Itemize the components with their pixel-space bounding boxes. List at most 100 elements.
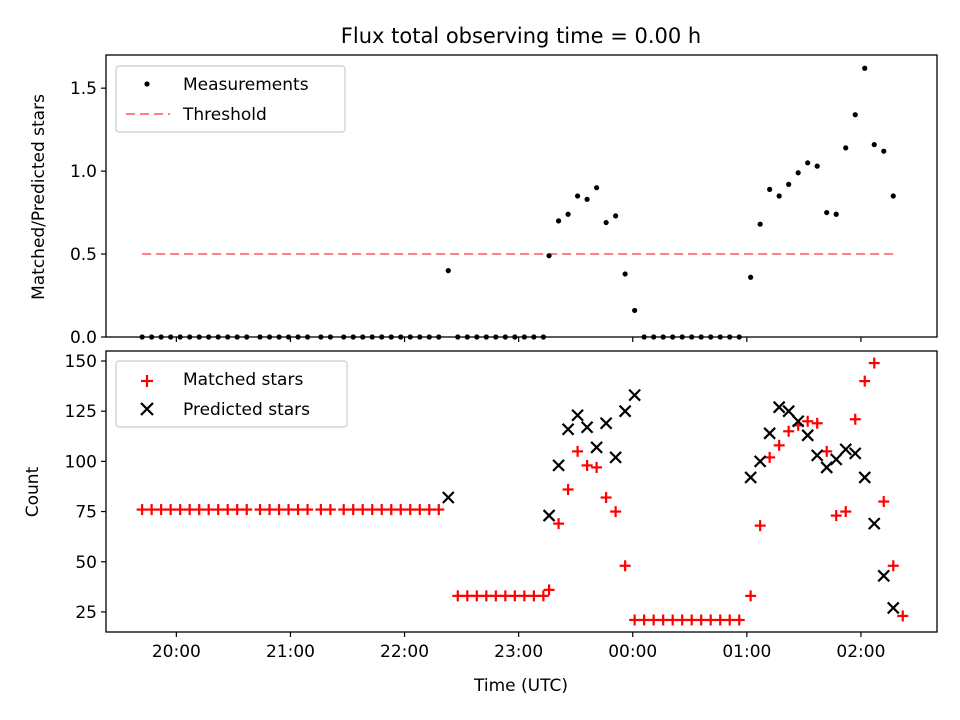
bottom-legend-box: [115, 360, 348, 428]
measurement-point: [584, 196, 590, 202]
matched-star-point: [581, 459, 593, 471]
matched-star-point: [241, 504, 253, 516]
matched-star-point: [629, 614, 641, 626]
matched-star-point: [146, 504, 158, 516]
measurement-point: [757, 221, 763, 227]
matched-star-point: [366, 504, 378, 516]
top-chart-title: Flux total observing time = 0.00 h: [341, 24, 701, 48]
top-y-tick-label: 1.5: [70, 79, 97, 99]
measurement-point: [833, 211, 839, 217]
matched-star-point: [811, 417, 823, 429]
measurement-point: [843, 145, 849, 151]
matched-star-point: [283, 504, 295, 516]
matched-star-point: [499, 590, 511, 602]
legend-measurements-label: Measurements: [183, 75, 309, 95]
matched-star-point: [357, 504, 369, 516]
bottom-x-ticks: 20:00 21:00 22:00 23:00 00:00 01:00 02:00: [152, 632, 885, 662]
bottom-y-tick-label: 25: [75, 603, 97, 623]
top-y-ticks: 0.0 0.5 1.0 1.5: [70, 79, 106, 348]
matched-star-point: [657, 614, 669, 626]
matched-star-point: [859, 375, 871, 387]
bottom-y-axis-label: Count: [23, 466, 43, 517]
predicted-star-point: [867, 517, 881, 530]
matched-star-point: [471, 590, 483, 602]
bottom-y-tick-label: 100: [65, 452, 97, 472]
measurement-point: [445, 268, 451, 274]
matched-star-point: [174, 504, 186, 516]
matched-star-point: [840, 506, 852, 518]
matched-star-point: [849, 413, 861, 425]
predicted-star-point: [791, 414, 805, 428]
matched-star-point: [724, 614, 736, 626]
matched-stars-points: [136, 357, 909, 626]
matched-star-point: [638, 614, 650, 626]
matched-star-point: [518, 590, 530, 602]
legend-matched-label: Matched stars: [183, 370, 303, 390]
measurement-point: [613, 213, 619, 219]
matched-star-point: [705, 614, 717, 626]
bottom-y-tick-label: 50: [75, 553, 97, 573]
measurement-point: [767, 186, 773, 192]
matched-star-point: [480, 590, 492, 602]
matched-star-point: [231, 504, 243, 516]
matched-star-point: [830, 510, 842, 522]
predicted-star-point: [753, 455, 767, 468]
matched-star-point: [136, 504, 148, 516]
measurement-point: [546, 253, 552, 259]
matched-star-point: [887, 560, 899, 572]
bottom-x-tick-label: 01:00: [722, 642, 771, 662]
legend-matched-marker: [141, 375, 153, 387]
matched-star-point: [433, 504, 445, 516]
bottom-plot-frame: [105, 350, 938, 633]
matched-star-point: [773, 439, 785, 451]
matched-star-point: [764, 451, 776, 463]
matched-star-point: [695, 614, 707, 626]
measurement-point: [748, 274, 754, 280]
matched-star-point: [686, 614, 698, 626]
predicted-star-point: [848, 447, 862, 460]
matched-star-point: [338, 504, 350, 516]
matched-star-point: [897, 610, 909, 622]
predicted-star-point: [801, 429, 814, 442]
matched-star-point: [878, 496, 890, 508]
predicted-star-point: [618, 404, 632, 418]
measurement-point: [632, 307, 638, 314]
matched-star-point: [610, 506, 622, 518]
bottom-x-tick-label: 20:00: [152, 642, 201, 662]
bottom-x-tick-label: 23:00: [494, 642, 543, 662]
predicted-star-point: [772, 400, 786, 414]
predicted-star-point: [552, 459, 565, 472]
matched-star-point: [591, 461, 603, 473]
matched-star-point: [802, 415, 814, 427]
measurement-point: [574, 193, 581, 199]
measurement-point: [871, 141, 877, 148]
legend-threshold-label: Threshold: [182, 105, 267, 125]
bottom-x-tick-label: 22:00: [380, 642, 429, 662]
predicted-star-point: [763, 427, 776, 440]
predicted-star-point: [561, 423, 575, 436]
matched-star-point: [414, 504, 426, 516]
predicted-star-point: [580, 420, 594, 434]
matched-star-point: [754, 520, 766, 532]
predicted-star-point: [542, 509, 556, 522]
bottom-y-tick-label: 75: [75, 503, 97, 523]
matched-star-point: [292, 504, 304, 516]
bottom-legend: Matched stars Predicted stars: [115, 360, 348, 428]
matched-star-point: [648, 614, 660, 626]
predicted-stars-points: [442, 388, 900, 615]
top-y-tick-label: 1.0: [70, 162, 97, 182]
matched-star-point: [543, 584, 555, 596]
matched-star-point: [619, 560, 631, 572]
predicted-star-point: [590, 441, 603, 454]
matched-star-point: [273, 504, 285, 516]
predicted-star-point: [886, 601, 900, 615]
matched-star-point: [509, 590, 521, 602]
measurement-point: [786, 181, 792, 187]
measurement-point: [890, 193, 896, 199]
matched-star-point: [676, 614, 688, 626]
matched-star-point: [347, 504, 359, 516]
top-legend-box: [115, 65, 346, 133]
matched-star-point: [184, 504, 196, 516]
bottom-y-tick-label: 125: [65, 402, 97, 422]
top-y-axis-label: Matched/Predicted stars: [29, 94, 49, 300]
